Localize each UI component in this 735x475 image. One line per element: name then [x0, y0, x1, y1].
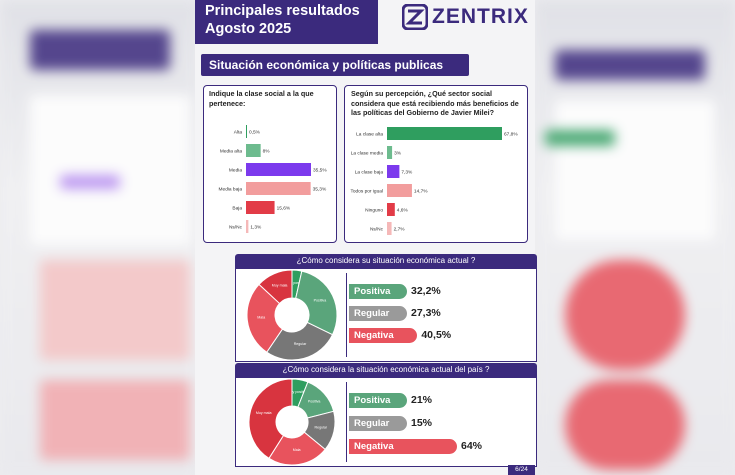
bar	[246, 163, 311, 176]
donut-slice	[295, 270, 338, 336]
social-class-question: Indique la clase social a la que pertene…	[209, 89, 314, 108]
zentrix-logo-icon	[402, 4, 428, 30]
beneficiary-sector-question: Según su percepción, ¿Qué sector social …	[351, 89, 519, 117]
beneficiary-sector-bar-chart: La clase alta 67,8% La clase media 3% La cla…	[350, 127, 518, 235]
bar-label: Baja	[232, 206, 242, 212]
donut-slice	[268, 431, 326, 466]
bar	[387, 165, 400, 178]
bar	[387, 127, 502, 140]
donut-slice	[246, 283, 284, 353]
beneficiary-sector-panel: Según su percepción, ¿Qué sector social …	[344, 85, 528, 243]
summary-value-regular: 15%	[411, 417, 433, 429]
bar-label: Alta	[234, 130, 243, 136]
donut-slice-label: Muy mala	[272, 284, 288, 288]
bar-label: La clase media	[351, 151, 384, 157]
bar	[387, 222, 392, 235]
brand-logo: ZENTRIX	[402, 4, 529, 30]
brand-name: ZENTRIX	[432, 5, 529, 28]
q2-donut-chart: Muy positiva Positiva Regular Mala Muy mala	[248, 378, 336, 466]
bar	[387, 184, 412, 197]
donut-slice-label: Regular	[294, 342, 307, 346]
donut-slice	[248, 378, 293, 459]
summary-value-negativa: 64%	[461, 440, 483, 452]
section-title: Situación económica y políticas publicas	[201, 54, 469, 76]
donut-slice-label: Positiva	[308, 399, 321, 403]
bar-value: 35,3%	[313, 187, 327, 193]
header-title-line2: Agosto 2025	[205, 21, 292, 37]
donut-slice-label: Muy positiva	[285, 281, 305, 285]
page-number: 6/24	[508, 465, 535, 475]
bar-value: 3%	[394, 151, 402, 157]
bar	[246, 144, 261, 157]
header-title-line1: Principales resultados	[205, 3, 360, 19]
bar	[387, 146, 393, 159]
q1-body: Muy positiva Positiva Regular Mala Muy mala …	[235, 268, 537, 362]
bar-value: 15,6%	[277, 206, 291, 212]
bar-value: 7,3%	[401, 170, 413, 176]
bar-value: 1,3%	[250, 225, 262, 231]
summary-pill-regular: Regular	[349, 416, 407, 431]
q1-header: ¿Cómo considera su situación económica a…	[235, 254, 537, 268]
bar	[246, 220, 249, 233]
summary-pill-negativa: Negativa	[349, 439, 457, 454]
bar-label: Todos por igual	[350, 189, 383, 195]
donut-slice-label: Positiva	[314, 299, 327, 303]
bar-label: Ninguno	[365, 208, 383, 214]
bar-value: 8%	[263, 149, 271, 155]
bar-label: Media	[229, 168, 242, 174]
bar-label: La clase alta	[356, 132, 383, 138]
q1-donut-chart: Muy positiva Positiva Regular Mala Muy mala	[246, 269, 338, 361]
bar-label: Ns/Nc	[229, 225, 243, 231]
social-class-bar-chart: Alta 0,5% Media alta 8% Media 35,5% Media baja…	[219, 125, 327, 233]
bar-value: 2,7%	[394, 227, 406, 233]
bar-value: 14,7%	[414, 189, 428, 195]
bar	[246, 125, 247, 138]
bar-value: 67,8%	[504, 132, 518, 138]
bar	[246, 182, 311, 195]
donut-slice-label: Muy mala	[256, 411, 272, 415]
q2-header: ¿Cómo considera la situación económica a…	[235, 363, 537, 377]
donut-slice	[266, 321, 334, 361]
bar-label: Ns/Nc	[370, 227, 384, 233]
bar-label: Media baja	[219, 187, 243, 193]
blurred-background-right	[535, 0, 735, 475]
bar-label: La clase baja	[355, 170, 384, 176]
report-page: Principales resultados Agosto 2025 ZENTR…	[195, 0, 537, 475]
blurred-background-left	[0, 0, 198, 475]
donut-slice-label: Muy positiva	[288, 390, 308, 394]
bar	[387, 203, 395, 216]
bar-label: Media alta	[220, 149, 242, 155]
social-class-panel: Indique la clase social a la que pertene…	[203, 85, 337, 243]
bar-value: 35,5%	[313, 168, 327, 174]
donut-slice-label: Regular	[314, 425, 327, 429]
summary-pill-positiva: Positiva	[349, 393, 407, 408]
header-banner: Principales resultados Agosto 2025	[195, 0, 378, 44]
summary-value-regular: 27,3%	[411, 307, 441, 319]
donut-slice-label: Mala	[257, 315, 265, 319]
summary-value-positiva: 32,2%	[411, 285, 441, 297]
q2-body: Muy positiva Positiva Regular Mala Muy mala …	[235, 377, 537, 467]
donut-slice-label: Mala	[293, 448, 301, 452]
summary-pill-positiva: Positiva	[349, 284, 407, 299]
summary-pill-negativa: Negativa	[349, 328, 418, 343]
summary-value-positiva: 21%	[411, 394, 433, 406]
summary-pill-regular: Regular	[349, 306, 407, 321]
bar	[246, 201, 275, 214]
donut-slice	[258, 269, 293, 305]
summary-value-negativa: 40,5%	[421, 329, 452, 341]
bar-value: 4,6%	[397, 208, 409, 214]
bar-value: 0,5%	[249, 130, 261, 136]
